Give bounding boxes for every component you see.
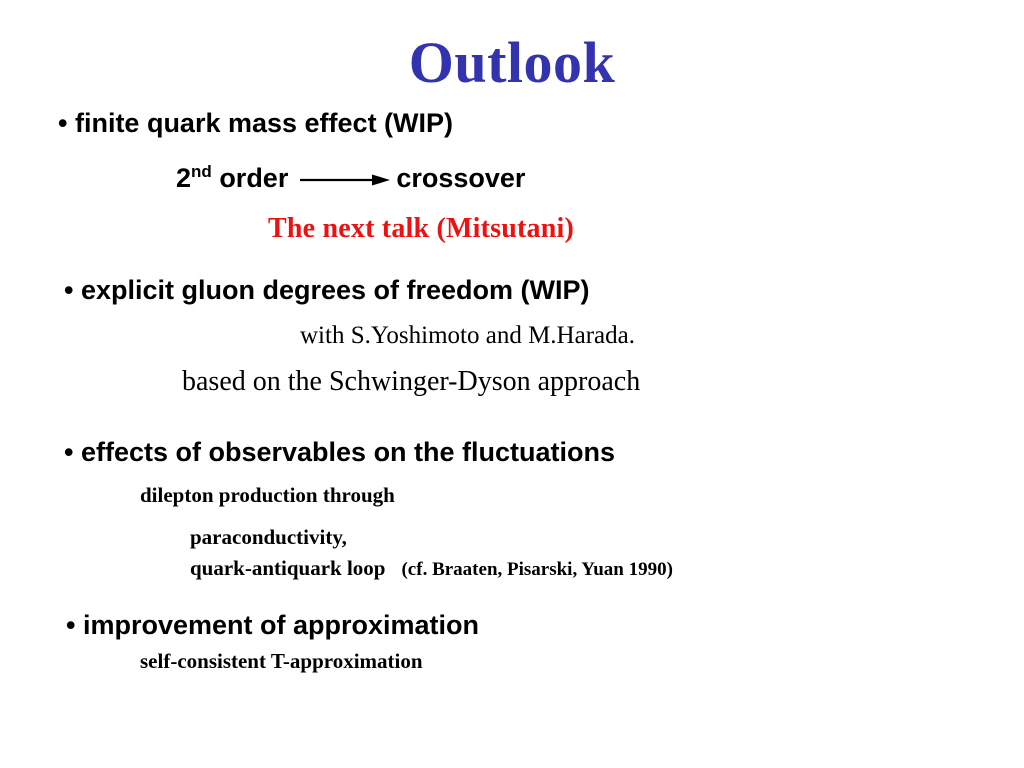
collaborators-text: with S.Yoshimoto and M.Harada.: [300, 322, 635, 349]
order-transition-row: 2nd order crossover: [176, 163, 525, 194]
quark-antiquark-loop-text: quark-antiquark loop: [190, 556, 386, 580]
self-consistent-approximation-text: self-consistent T-approximation: [140, 649, 423, 673]
order-superscript-text: nd: [191, 162, 212, 181]
order-prefix-text: 2: [176, 163, 192, 193]
paraconductivity-text: paraconductivity,: [190, 525, 347, 549]
order-target-text: crossover: [396, 163, 526, 193]
bullet-item-improvement-approximation: • improvement of approximation: [66, 610, 480, 640]
arrow-right-icon: [300, 173, 392, 187]
page-title: Outlook: [408, 30, 616, 95]
citation-text: (cf. Braaten, Pisarski, Yuan 1990): [401, 559, 673, 580]
dilepton-production-text: dilepton production through: [140, 483, 395, 507]
bullet-item-effects-observables: • effects of observables on the fluctuat…: [64, 437, 616, 467]
order-suffix-text: order: [211, 163, 289, 193]
approach-text: based on the Schwinger-Dyson approach: [182, 366, 641, 397]
next-talk-note: The next talk (Mitsutani): [268, 213, 574, 244]
bullet-item-explicit-gluon: • explicit gluon degrees of freedom (WIP…: [64, 275, 590, 305]
quark-antiquark-loop-row: quark-antiquark loop (cf. Braaten, Pisars…: [190, 556, 673, 581]
bullet-item-finite-quark-mass: • finite quark mass effect (WIP): [58, 108, 454, 138]
